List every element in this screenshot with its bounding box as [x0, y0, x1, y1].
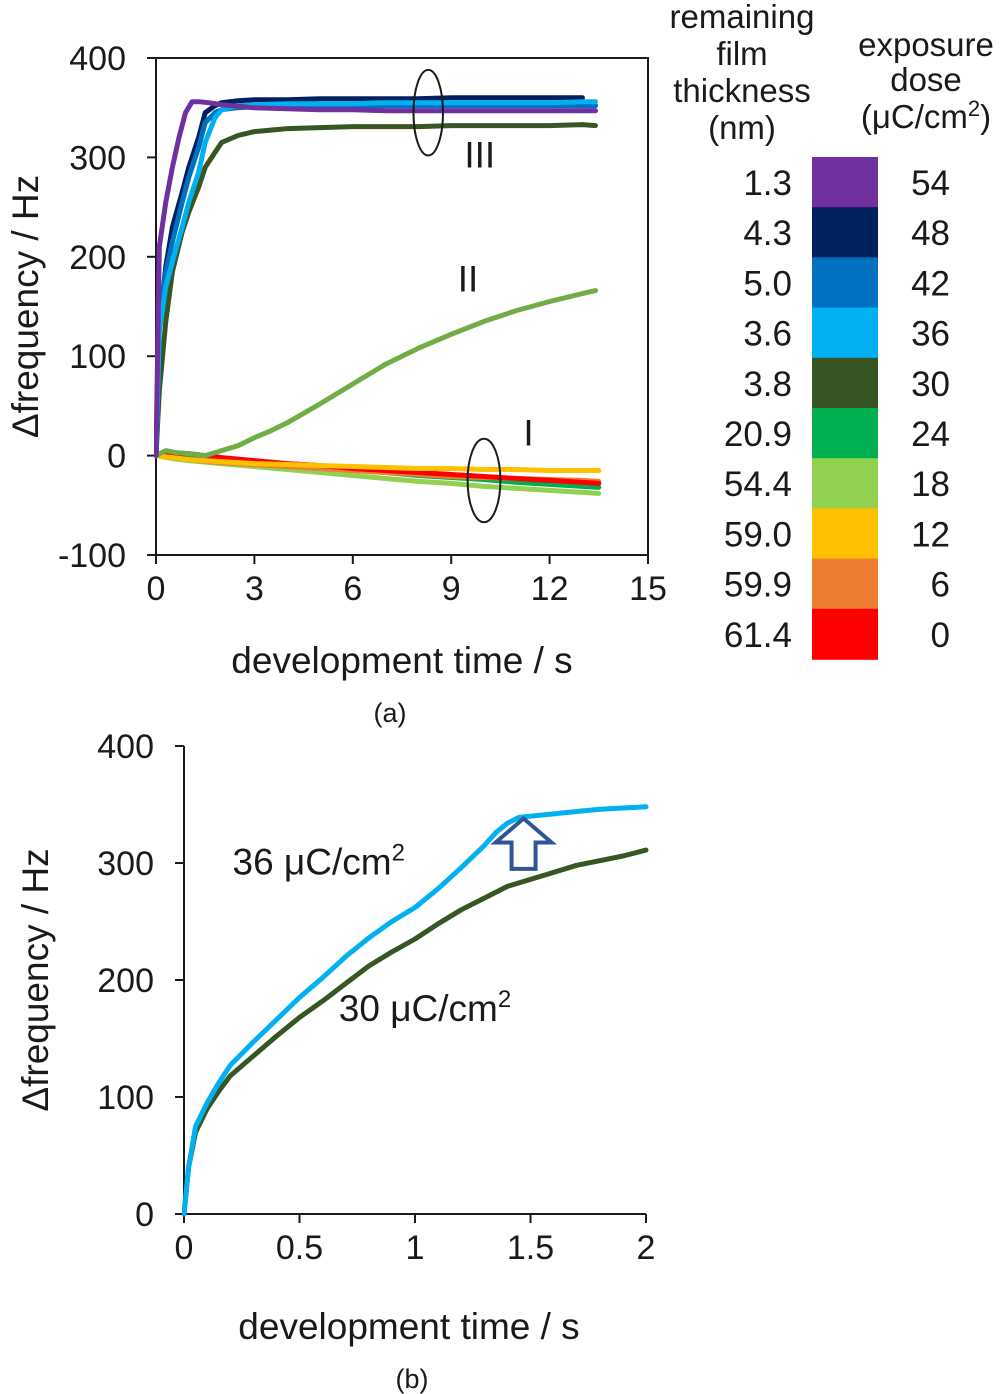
annotation-superscript: 2: [392, 840, 405, 867]
x-tick-label: 0.5: [276, 1229, 323, 1267]
annotation-superscript: 2: [498, 986, 511, 1013]
legend-thickness: 3.8: [743, 365, 792, 404]
y-tick-label: 300: [97, 845, 154, 883]
y-tick-label: 100: [69, 338, 126, 376]
legend-thickness: 1.3: [743, 164, 792, 203]
x-tick-label: 0: [175, 1229, 194, 1267]
legend-swatch: [812, 157, 878, 208]
legend-header-dose-unit: (μC/cm2): [861, 96, 991, 135]
annotation: 36 μC/cm2: [233, 840, 405, 883]
series-line-10: [154, 99, 598, 459]
y-tick-label: 400: [69, 40, 126, 78]
y-tick-label: 200: [69, 239, 126, 277]
x-tick-label: 2: [637, 1229, 656, 1267]
legend-thickness: 54.4: [724, 465, 792, 504]
legend-swatch: [812, 608, 878, 660]
y-tick-label: 300: [69, 139, 126, 177]
legend-header-thickness: thickness: [673, 72, 811, 109]
legend-swatch: [812, 458, 878, 510]
legend-thickness: 59.9: [724, 566, 792, 605]
legend-swatch: [812, 307, 878, 359]
chart-panel-b: 0 0.5 1 1.5 2 0 100 200 300 400 development time /…: [15, 728, 655, 1347]
y-tick-label: 200: [97, 962, 154, 1000]
y-tick-label: 0: [135, 1196, 154, 1234]
legend-header-thickness: film: [716, 35, 767, 72]
legend-header-dose: exposure: [858, 26, 994, 63]
y-tick-label: 100: [97, 1079, 154, 1117]
y-tick-label: 0: [107, 438, 126, 476]
legend-dose: 36: [911, 315, 950, 354]
legend-dose: 6: [931, 566, 950, 605]
series-line-9: [154, 99, 598, 459]
legend-swatch: [812, 408, 878, 459]
x-tick-label: 12: [531, 570, 569, 608]
legend-dose: 42: [911, 264, 950, 303]
x-tick-label: 6: [343, 570, 362, 608]
legend-dose: 48: [911, 214, 950, 253]
closing-paren: ): [980, 98, 991, 135]
series-line-8: [154, 103, 598, 459]
group-ellipse-1: [466, 437, 502, 524]
legend-header-thickness: remaining: [670, 0, 815, 35]
series-line-1: [182, 804, 649, 1217]
x-tick-label: 0: [147, 570, 166, 608]
legend-thickness: 20.9: [724, 415, 792, 454]
superscript: 2: [968, 96, 980, 121]
series-line-4: [154, 453, 602, 473]
series-line-0: [182, 847, 649, 1217]
caption-a: (a): [374, 698, 407, 728]
caption-b: (b): [396, 1364, 429, 1394]
legend-thickness: 59.0: [724, 515, 792, 554]
x-axis-label: development time / s: [238, 1306, 579, 1347]
legend-dose: 18: [911, 465, 950, 504]
y-axis-label: Δfrequency / Hz: [15, 848, 56, 1111]
y-tick-label: 400: [97, 728, 154, 766]
x-tick-label: 1: [406, 1229, 425, 1267]
legend-swatch: [812, 357, 878, 409]
series-line-6: [154, 122, 598, 459]
legend-dose: 54: [911, 164, 950, 203]
legend-swatch: [812, 257, 878, 309]
legend-swatch: [812, 207, 878, 259]
group-ellipse-0: [412, 68, 444, 157]
legend-thickness: 61.4: [724, 616, 792, 655]
legend-swatch: [812, 508, 878, 560]
x-axis-label: development time / s: [231, 640, 572, 681]
up-arrow-icon: [490, 815, 557, 871]
legend-dose: 0: [931, 616, 950, 655]
legend-header-dose: dose: [890, 61, 962, 98]
annotation: III: [464, 134, 495, 175]
legend-dose: 12: [911, 515, 950, 554]
x-tick-label: 3: [245, 570, 264, 608]
annotation: I: [523, 413, 533, 454]
y-tick-label: -100: [58, 537, 126, 575]
legend-thickness: 4.3: [743, 214, 792, 253]
legend-thickness: 3.6: [743, 315, 792, 354]
x-tick-label: 15: [629, 570, 667, 608]
x-tick-label: 1.5: [507, 1229, 554, 1267]
annotation: II: [458, 259, 479, 300]
legend-dose: 24: [911, 415, 950, 454]
annotation: 30 μC/cm2: [339, 986, 511, 1029]
series-line-5: [154, 288, 598, 459]
legend-header-thickness: (nm): [708, 109, 776, 146]
x-tick-label: 9: [442, 570, 461, 608]
legend-swatch: [812, 558, 878, 610]
chart-panel-a: 0 3 6 9 12 15 -100 0 100 200 300 400 development tim…: [5, 40, 667, 681]
y-axis-label: Δfrequency / Hz: [5, 175, 46, 438]
legend-dose: 30: [911, 365, 950, 404]
series-line-7: [154, 95, 585, 459]
legend-thickness: 5.0: [743, 264, 792, 303]
